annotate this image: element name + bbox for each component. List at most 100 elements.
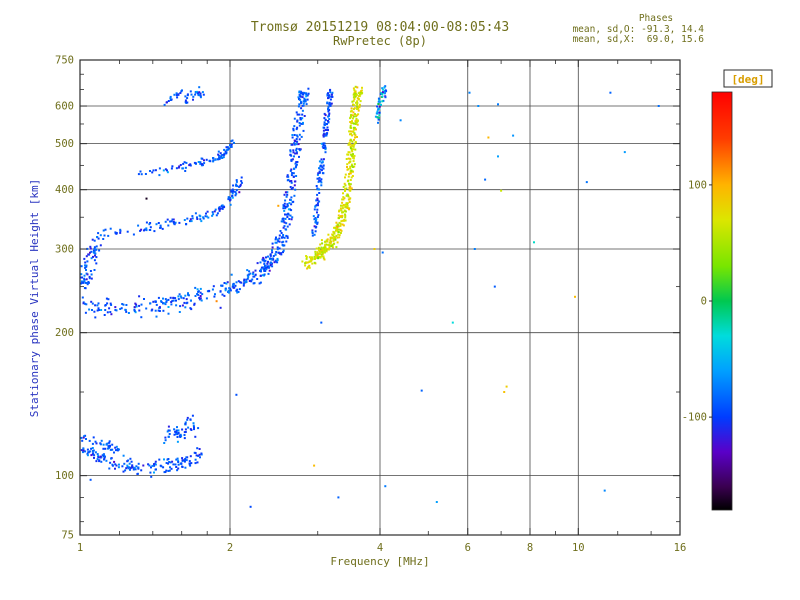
echo-point [235,179,238,182]
echo-point [300,135,303,138]
echo-point [316,173,319,176]
echo-point [302,104,305,107]
echo-point [171,299,174,302]
echo-point [93,454,96,457]
echo-point [181,167,184,170]
echo-point [290,168,293,171]
echo-point [384,485,387,488]
echo-point [106,302,109,305]
echo-point [184,431,187,433]
echo-point [153,463,155,466]
echo-point [153,230,156,233]
echo-point [351,144,354,147]
echo-point [291,158,294,161]
echo-point [350,153,352,156]
echo-point [166,169,168,172]
echo-point [320,169,323,172]
echo-point [282,236,284,239]
echo-point [275,241,278,244]
echo-point [299,95,302,98]
echo-point [282,226,285,229]
echo-point [258,282,261,285]
echo-point [105,459,108,462]
echo-point [360,90,362,93]
echo-point [377,118,380,121]
echo-point [93,259,96,262]
echo-point [263,273,266,276]
echo-point [315,185,318,187]
echo-point [184,101,187,104]
echo-point [268,269,271,272]
echo-point [293,167,296,170]
echo-point [198,86,201,89]
echo-point [338,217,340,220]
echo-point [173,433,176,436]
echo-point [89,270,92,272]
echo-point [84,261,87,264]
echo-point [358,106,361,109]
echo-point [314,250,317,253]
echo-point [202,93,205,96]
echo-point [337,214,340,217]
echo-point [292,172,295,175]
echo-point [184,422,187,425]
echo-point [168,469,171,472]
echo-point [303,99,306,102]
echo-point [196,90,199,93]
echo-point [315,199,318,202]
echo-point [198,91,201,94]
echo-point [105,443,108,446]
echo-point [351,175,354,177]
echo-point [189,218,192,221]
echo-point [133,310,136,312]
echo-point [196,218,199,220]
echo-point [249,272,252,275]
echo-point [228,287,231,290]
echo-point [356,100,359,103]
echo-point [140,173,143,176]
echo-point [206,210,209,213]
echo-point [318,192,321,194]
echo-point [348,201,351,203]
echo-point [326,243,329,246]
echo-point [232,283,235,286]
echo-point [285,240,288,243]
echo-point [296,135,299,138]
echo-point [99,443,102,446]
echo-point [301,96,304,99]
echo-point [110,304,113,306]
echo-point [191,215,194,218]
echo-point [102,238,105,240]
echo-point [199,96,202,99]
echo-point [183,437,186,440]
echo-point [301,260,304,263]
echo-point [111,448,114,451]
echo-point [341,211,344,214]
echo-point [88,450,91,453]
echo-point [200,299,203,302]
echo-point [283,202,286,205]
echo-point [185,298,188,301]
echo-point [184,95,187,98]
echo-point [107,445,110,448]
echo-point [184,306,187,309]
y-tick-label: 500 [55,138,74,150]
echo-point [202,217,205,220]
echo-point [351,120,353,123]
echo-point [143,229,145,232]
echo-point [109,461,112,464]
echo-point [336,236,339,239]
echo-point [377,103,380,105]
echo-point [295,111,298,114]
echo-point [182,162,185,165]
echo-point [353,89,356,92]
echo-point [199,291,202,294]
echo-point [271,249,273,252]
echo-point [173,93,176,96]
echo-point [177,431,180,434]
echo-point [140,316,143,319]
echo-point [336,229,339,232]
echo-point [341,223,344,226]
echo-point [176,469,179,472]
echo-point [339,222,342,225]
